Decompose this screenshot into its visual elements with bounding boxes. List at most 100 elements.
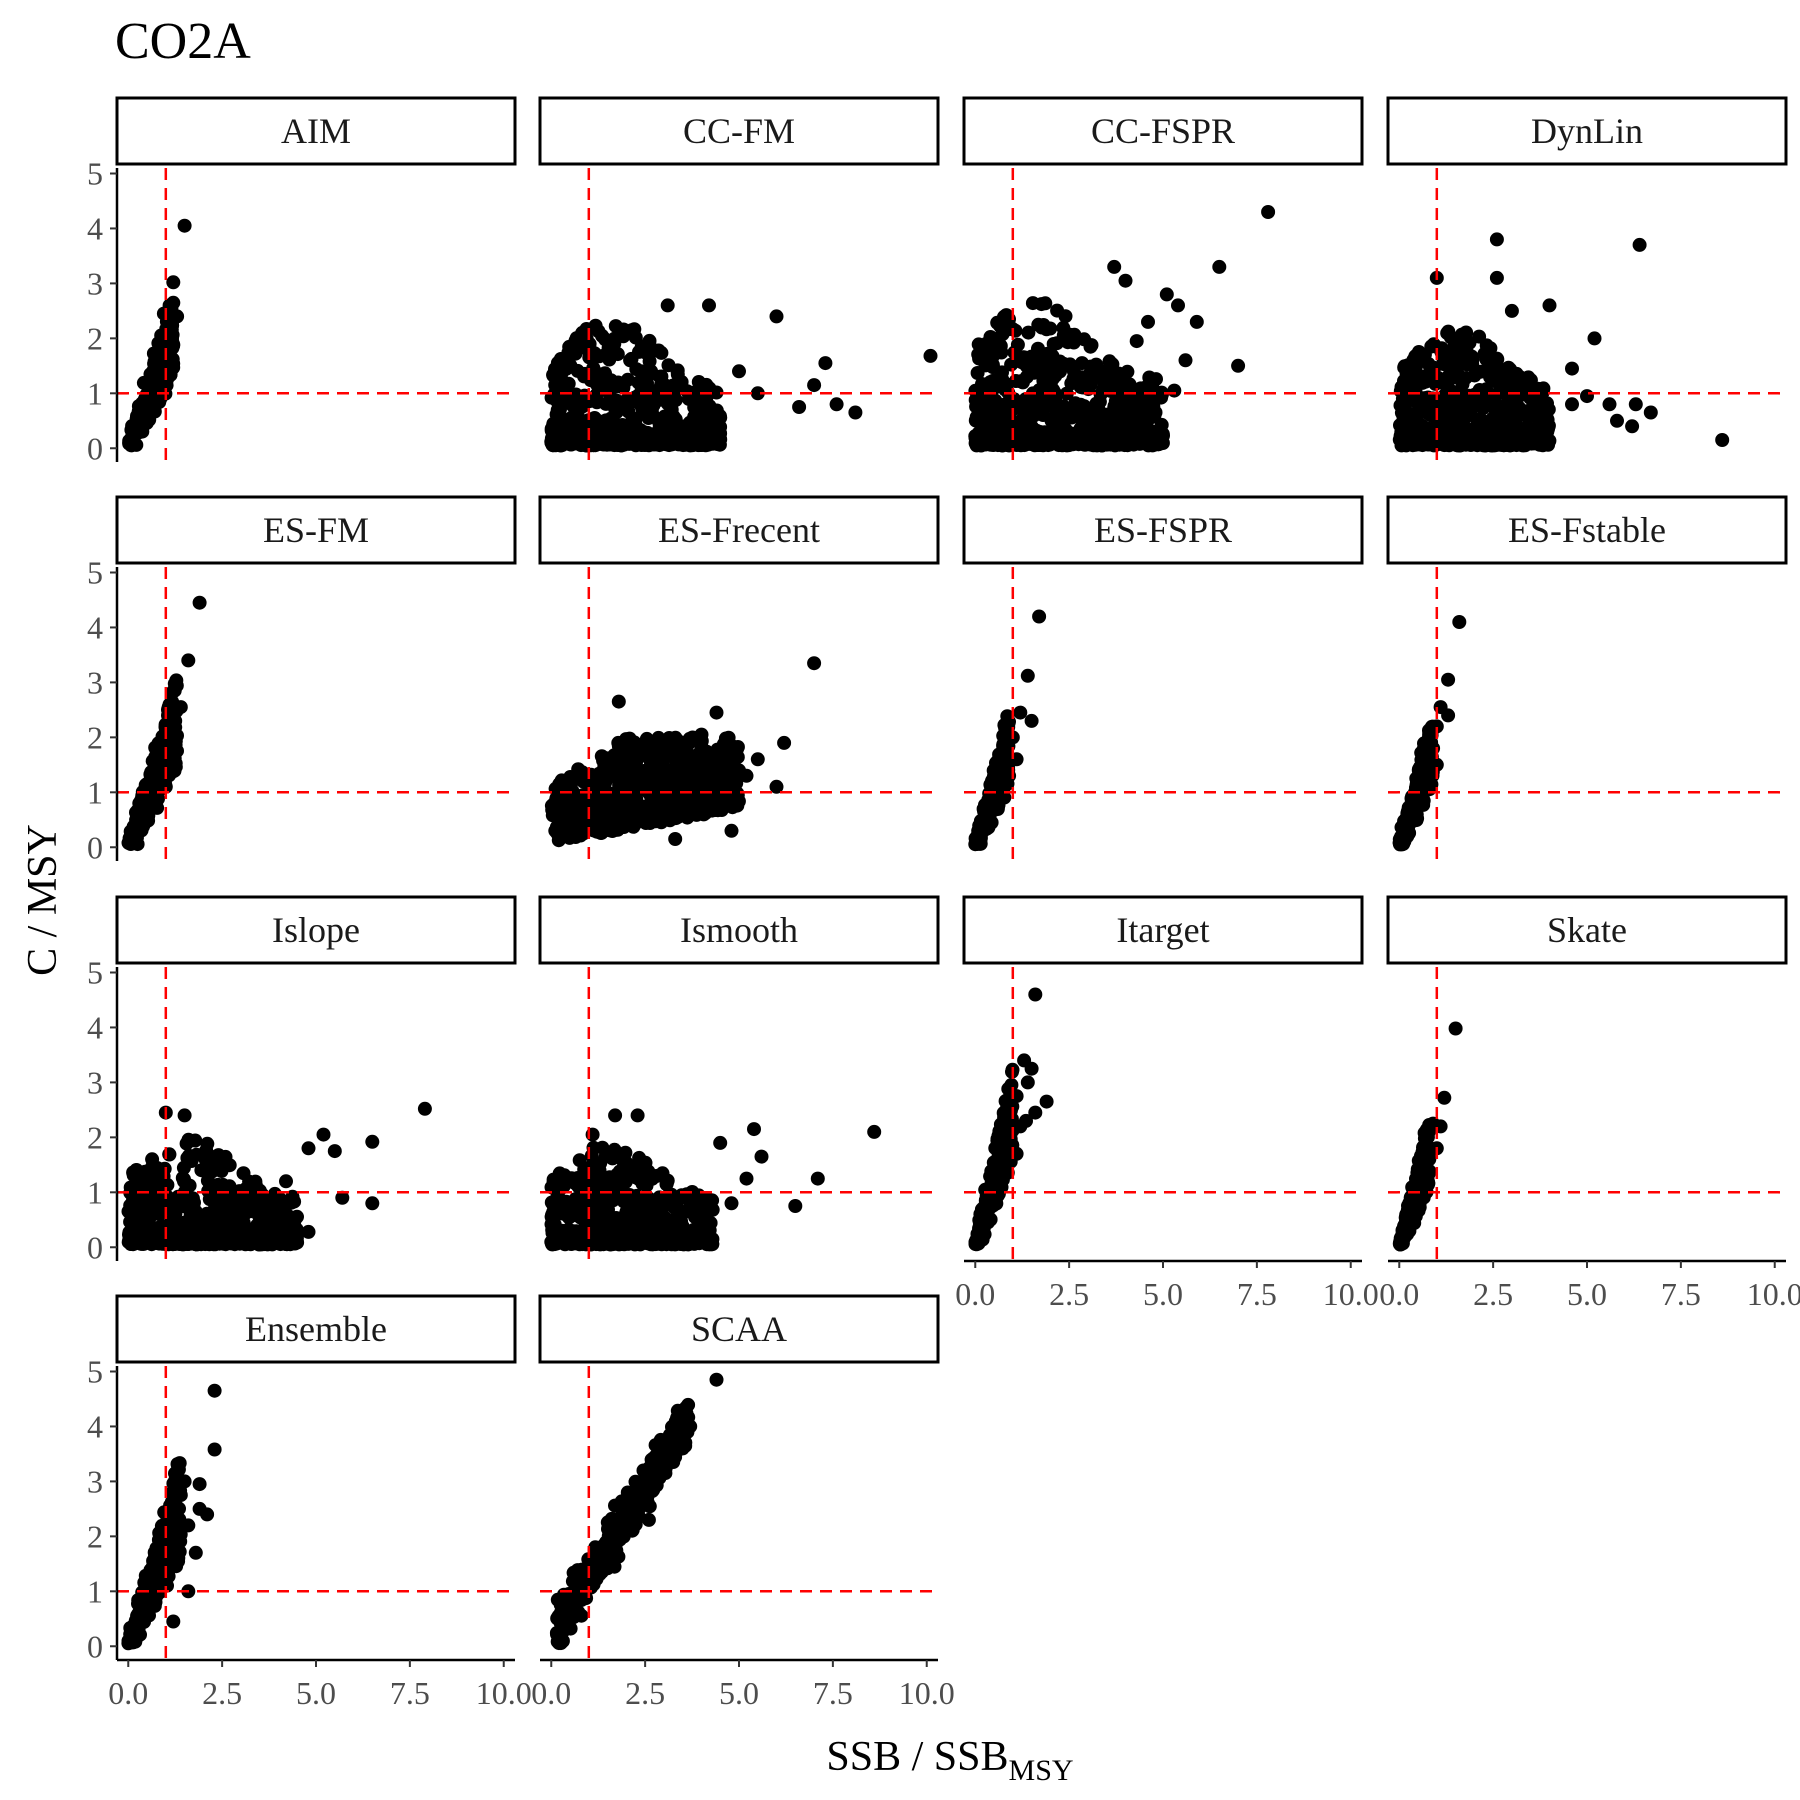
- data-point: [1452, 615, 1467, 629]
- data-point: [1025, 296, 1040, 311]
- data-point: [259, 1202, 274, 1217]
- data-point: [267, 1186, 282, 1201]
- data-point: [1404, 806, 1418, 821]
- data-point: [627, 322, 642, 337]
- data-point: [168, 713, 183, 728]
- data-point: [1632, 237, 1647, 252]
- data-point: [561, 360, 576, 375]
- data-point: [1052, 404, 1067, 418]
- data-point: [676, 436, 691, 451]
- data-point: [1107, 259, 1122, 274]
- data-point: [1056, 415, 1071, 430]
- data-point: [583, 814, 598, 829]
- data-point: [1534, 417, 1549, 432]
- data-point: [1453, 346, 1468, 361]
- data-point: [660, 396, 675, 411]
- strip-cc-fspr: [962, 96, 1364, 166]
- data-point: [211, 1177, 225, 1192]
- data-point: [1467, 368, 1482, 383]
- data-point: [694, 727, 709, 742]
- data-point: [971, 436, 986, 451]
- data-point: [1565, 397, 1579, 412]
- data-point: [365, 1134, 380, 1149]
- data-point: [1457, 410, 1472, 425]
- data-point: [977, 816, 992, 831]
- data-point: [975, 407, 990, 422]
- data-point: [224, 1236, 239, 1251]
- data-point: [565, 783, 580, 798]
- strip-label: CC-FM: [683, 111, 795, 151]
- data-point: [1141, 314, 1155, 329]
- data-point: [710, 742, 725, 757]
- data-point: [1101, 419, 1116, 434]
- data-point: [1489, 232, 1504, 247]
- data-point: [661, 808, 675, 823]
- data-point: [552, 798, 567, 813]
- data-point: [587, 430, 602, 445]
- data-point: [682, 783, 697, 797]
- data-point: [1032, 609, 1047, 624]
- data-point: [678, 750, 693, 765]
- data-point: [1503, 362, 1518, 377]
- data-point: [1145, 384, 1160, 399]
- data-point: [777, 735, 792, 750]
- data-point: [1178, 353, 1193, 368]
- data-point: [750, 386, 765, 401]
- data-point: [162, 1147, 177, 1162]
- data-point: [1088, 399, 1103, 414]
- data-point: [568, 333, 583, 348]
- data-point: [643, 816, 657, 830]
- data-point: [989, 373, 1004, 388]
- data-point: [1013, 705, 1028, 720]
- data-point: [181, 1132, 196, 1147]
- strip-label: AIM: [281, 111, 351, 151]
- data-point: [550, 403, 565, 418]
- y-tick-label: 1: [87, 1174, 103, 1210]
- data-point: [584, 370, 599, 384]
- y-tick-label: 0: [87, 829, 103, 865]
- strip-label: CC-FSPR: [1091, 111, 1235, 151]
- panel-dynlin: DynLin: [1386, 96, 1788, 462]
- data-point: [1010, 337, 1025, 352]
- data-point: [601, 787, 616, 802]
- data-point: [697, 378, 712, 392]
- data-point: [632, 769, 647, 784]
- data-point: [848, 405, 863, 420]
- data-point: [995, 317, 1010, 332]
- data-point: [1118, 273, 1133, 288]
- data-point: [685, 806, 700, 821]
- data-point: [1441, 708, 1456, 723]
- data-point: [1261, 205, 1276, 219]
- data-point: [661, 427, 676, 442]
- data-point: [1535, 385, 1550, 399]
- data-point: [582, 339, 596, 354]
- data-point: [1542, 298, 1557, 313]
- data-point: [192, 595, 207, 610]
- data-point: [1418, 369, 1433, 384]
- data-point: [1137, 426, 1152, 441]
- data-point: [709, 705, 724, 720]
- y-tick-label: 4: [87, 210, 103, 246]
- data-point: [1540, 437, 1555, 451]
- data-point: [301, 1141, 316, 1156]
- data-point: [1027, 359, 1042, 374]
- points-ismooth: [544, 1108, 882, 1252]
- figure-title: CO2A: [115, 13, 251, 70]
- data-point: [635, 371, 650, 386]
- data-point: [417, 1101, 432, 1116]
- data-point: [807, 378, 822, 393]
- data-point: [984, 798, 999, 812]
- data-point: [145, 775, 160, 790]
- data-point: [1479, 364, 1494, 379]
- points-islope: [121, 1101, 432, 1252]
- strip-label: ES-FSPR: [1094, 510, 1232, 550]
- data-point: [627, 756, 642, 771]
- data-point: [177, 218, 192, 233]
- data-point: [615, 437, 629, 452]
- data-point: [608, 402, 623, 417]
- data-point: [1087, 412, 1102, 426]
- data-point: [611, 694, 626, 709]
- data-point: [702, 298, 716, 313]
- y-tick-label: 0: [87, 1229, 103, 1265]
